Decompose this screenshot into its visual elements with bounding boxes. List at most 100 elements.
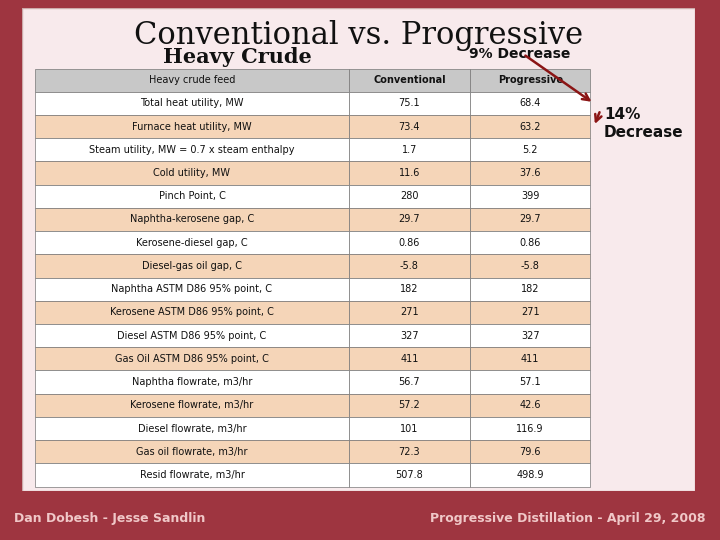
Bar [470,92,590,115]
Text: 327: 327 [521,330,539,341]
Text: Kerosene ASTM D86 95% point, C: Kerosene ASTM D86 95% point, C [110,307,274,318]
Bar [349,115,470,138]
Text: 0.86: 0.86 [399,238,420,248]
Text: Heavy Crude: Heavy Crude [163,47,311,67]
Bar [470,161,590,185]
Bar [470,347,590,370]
Text: 182: 182 [400,284,418,294]
Bar [349,231,470,254]
Bar [35,278,349,301]
Bar [470,301,590,324]
Text: 1.7: 1.7 [402,145,417,155]
Bar [35,324,349,347]
Bar [470,440,590,463]
Bar [35,161,349,185]
Bar [349,208,470,231]
Text: 14%
Decrease: 14% Decrease [604,107,683,140]
Text: Progressive Distillation - April 29, 2008: Progressive Distillation - April 29, 200… [430,511,706,525]
Bar [349,417,470,440]
Bar [35,417,349,440]
Text: Diesel-gas oil gap, C: Diesel-gas oil gap, C [142,261,242,271]
Text: Conventional vs. Progressive: Conventional vs. Progressive [134,20,582,51]
Bar [35,208,349,231]
Text: 57.1: 57.1 [519,377,541,387]
Text: Heavy crude feed: Heavy crude feed [149,75,235,85]
Text: 498.9: 498.9 [516,470,544,480]
Text: Dan Dobesh - Jesse Sandlin: Dan Dobesh - Jesse Sandlin [14,511,206,525]
Text: 116.9: 116.9 [516,423,544,434]
Bar [35,440,349,463]
Text: Furnace heat utility, MW: Furnace heat utility, MW [132,122,252,132]
Text: Pinch Point, C: Pinch Point, C [158,191,225,201]
Text: 507.8: 507.8 [395,470,423,480]
Text: 280: 280 [400,191,418,201]
Bar [349,463,470,487]
Bar [349,161,470,185]
Text: Steam utility, MW = 0.7 x steam enthalpy: Steam utility, MW = 0.7 x steam enthalpy [89,145,294,155]
Bar [470,231,590,254]
Bar [470,208,590,231]
Text: Conventional: Conventional [373,75,446,85]
Text: Gas oil flowrate, m3/hr: Gas oil flowrate, m3/hr [136,447,248,457]
Text: 63.2: 63.2 [519,122,541,132]
Bar [470,138,590,161]
Bar [470,115,590,138]
Text: Naphtha-kerosene gap, C: Naphtha-kerosene gap, C [130,214,254,225]
Text: 271: 271 [400,307,419,318]
Bar [35,394,349,417]
Text: 0.86: 0.86 [520,238,541,248]
Bar [470,370,590,394]
Bar [470,394,590,417]
Text: 182: 182 [521,284,539,294]
Bar [470,463,590,487]
Text: 37.6: 37.6 [519,168,541,178]
Bar [470,185,590,208]
FancyBboxPatch shape [22,8,695,491]
Bar [349,370,470,394]
Bar [470,324,590,347]
Bar [35,347,349,370]
Text: 79.6: 79.6 [519,447,541,457]
Text: 29.7: 29.7 [519,214,541,225]
Bar [35,231,349,254]
Bar [470,69,590,92]
Text: 5.2: 5.2 [523,145,538,155]
Text: 11.6: 11.6 [399,168,420,178]
Text: -5.8: -5.8 [400,261,419,271]
Bar [349,347,470,370]
Bar [35,370,349,394]
Text: Kerosene-diesel gap, C: Kerosene-diesel gap, C [136,238,248,248]
Text: 68.4: 68.4 [520,98,541,109]
Bar [349,138,470,161]
Bar [349,278,470,301]
Bar [349,254,470,278]
Text: 29.7: 29.7 [399,214,420,225]
Text: Gas Oil ASTM D86 95% point, C: Gas Oil ASTM D86 95% point, C [115,354,269,364]
Text: 411: 411 [400,354,418,364]
Bar [35,115,349,138]
Bar [349,301,470,324]
Text: Total heat utility, MW: Total heat utility, MW [140,98,243,109]
Bar [470,417,590,440]
Text: 57.2: 57.2 [399,400,420,410]
Text: Resid flowrate, m3/hr: Resid flowrate, m3/hr [140,470,244,480]
Text: 411: 411 [521,354,539,364]
Text: Kerosene flowrate, m3/hr: Kerosene flowrate, m3/hr [130,400,253,410]
Bar [35,301,349,324]
Bar [349,92,470,115]
Text: 9% Decrease: 9% Decrease [469,47,570,61]
Bar [349,69,470,92]
Bar [35,254,349,278]
Text: -5.8: -5.8 [521,261,539,271]
Bar [35,185,349,208]
Text: 399: 399 [521,191,539,201]
Bar [35,69,349,92]
Bar [35,138,349,161]
Text: Progressive: Progressive [498,75,563,85]
Bar [470,278,590,301]
Text: 271: 271 [521,307,539,318]
Bar [349,440,470,463]
Text: 42.6: 42.6 [519,400,541,410]
Text: 73.4: 73.4 [399,122,420,132]
Text: 72.3: 72.3 [399,447,420,457]
